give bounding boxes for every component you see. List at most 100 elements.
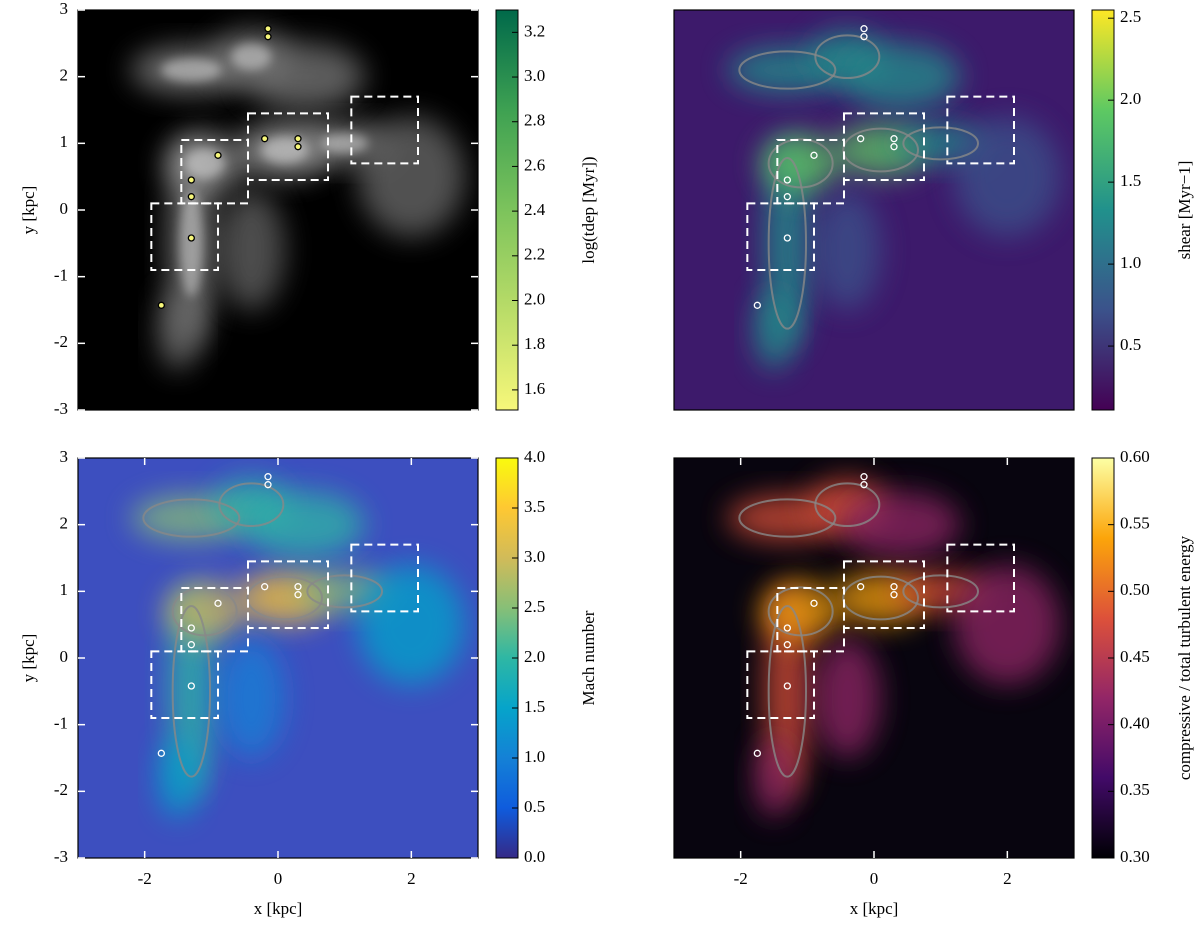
y-tick-label: 0 [60, 199, 69, 218]
contour [738, 50, 837, 90]
structure [754, 738, 794, 818]
marker [890, 143, 898, 151]
filament [179, 190, 203, 297]
marker [860, 473, 868, 481]
y-tick-label: 3 [60, 447, 69, 466]
marker [261, 135, 269, 143]
marker [860, 33, 868, 41]
filament [261, 136, 308, 164]
structure [814, 190, 881, 310]
marker [264, 473, 272, 481]
marker [753, 749, 761, 757]
colorbar-tick-label: 1.5 [524, 697, 545, 716]
marker [860, 25, 868, 33]
region-box [746, 202, 815, 271]
marker [214, 151, 222, 159]
marker [294, 583, 302, 591]
colorbar-tick-label: 2.2 [524, 245, 545, 264]
structure [218, 638, 285, 758]
marker [860, 481, 868, 489]
marker [157, 301, 165, 309]
colorbar-tick-label: 3.0 [524, 547, 545, 566]
structure [244, 491, 365, 558]
filament [231, 43, 272, 70]
structure [358, 116, 465, 237]
structure [760, 133, 841, 194]
y-tick-label: 0 [60, 647, 69, 666]
structure [840, 491, 961, 558]
colorbar [1091, 9, 1115, 411]
contour [814, 34, 881, 80]
structure [954, 564, 1061, 685]
y-tick-label: -3 [54, 399, 68, 418]
contour [767, 157, 807, 330]
marker [294, 591, 302, 599]
x-tick-label: 0 [274, 869, 283, 888]
marker [187, 641, 195, 649]
y-axis-label: y [kpc] [19, 634, 38, 683]
y-axis-label: y [kpc] [19, 186, 38, 235]
marker [187, 624, 195, 632]
structure [954, 116, 1061, 237]
y-tick-label: -3 [54, 847, 68, 866]
colorbar-tick-label: 2.8 [524, 111, 545, 130]
x-tick-label: 2 [407, 869, 416, 888]
colorbar-tick-label: 3.2 [524, 21, 545, 40]
colorbar-tick-label: 2.5 [524, 597, 545, 616]
contour [246, 575, 323, 621]
panel [78, 10, 478, 410]
structure [814, 638, 881, 758]
marker [857, 135, 865, 143]
region-box [946, 95, 1015, 165]
marker [214, 599, 222, 607]
colorbar-tick-label: 0.40 [1120, 714, 1150, 733]
x-tick-label: 0 [870, 869, 879, 888]
region-box [350, 95, 420, 165]
marker [294, 135, 302, 143]
marker [294, 143, 302, 151]
marker [783, 624, 791, 632]
colorbar-tick-label: 2.0 [524, 647, 545, 666]
marker [187, 193, 195, 201]
marker [187, 234, 195, 242]
marker [890, 135, 898, 143]
panel [674, 458, 1074, 858]
y-tick-label: 1 [60, 132, 69, 151]
y-tick-label: -2 [54, 332, 68, 351]
marker [264, 481, 272, 489]
colorbar-tick-label: 0.55 [1120, 514, 1150, 533]
colorbar-tick-label: 1.8 [524, 334, 545, 353]
colorbar-tick-label: 2.0 [1120, 89, 1141, 108]
contour [814, 482, 881, 527]
colorbar-tick-label: 1.0 [1120, 253, 1141, 272]
filament [161, 58, 222, 82]
colorbar-tick-label: 3.5 [524, 497, 545, 516]
region-box [350, 543, 420, 613]
marker [857, 583, 865, 591]
y-tick-label: -1 [54, 714, 68, 733]
contour [902, 574, 980, 609]
contour [767, 138, 834, 189]
region-box [843, 560, 925, 629]
contour [171, 605, 211, 778]
colorbar-tick-label: 0.5 [524, 797, 545, 816]
marker [187, 682, 195, 690]
axes-frame [673, 9, 1075, 411]
contour [842, 575, 920, 621]
contour [218, 482, 285, 527]
colorbar-tick-label: 0.45 [1120, 647, 1150, 666]
colorbar [495, 9, 519, 411]
marker [890, 591, 898, 599]
contour [902, 126, 980, 161]
contour [738, 498, 837, 538]
y-tick-label: -1 [54, 266, 68, 285]
colorbar-tick-label: 2.4 [524, 200, 546, 219]
x-axis-label: x [kpc] [850, 899, 899, 918]
colorbar-tick-label: 0.5 [1120, 335, 1141, 354]
colorbar-tick-label: 2.0 [524, 289, 545, 308]
contour [142, 498, 241, 538]
colorbar-tick-label: 1.0 [524, 747, 545, 766]
panel [78, 458, 478, 858]
structure [244, 43, 365, 111]
y-tick-label: 2 [60, 514, 69, 533]
